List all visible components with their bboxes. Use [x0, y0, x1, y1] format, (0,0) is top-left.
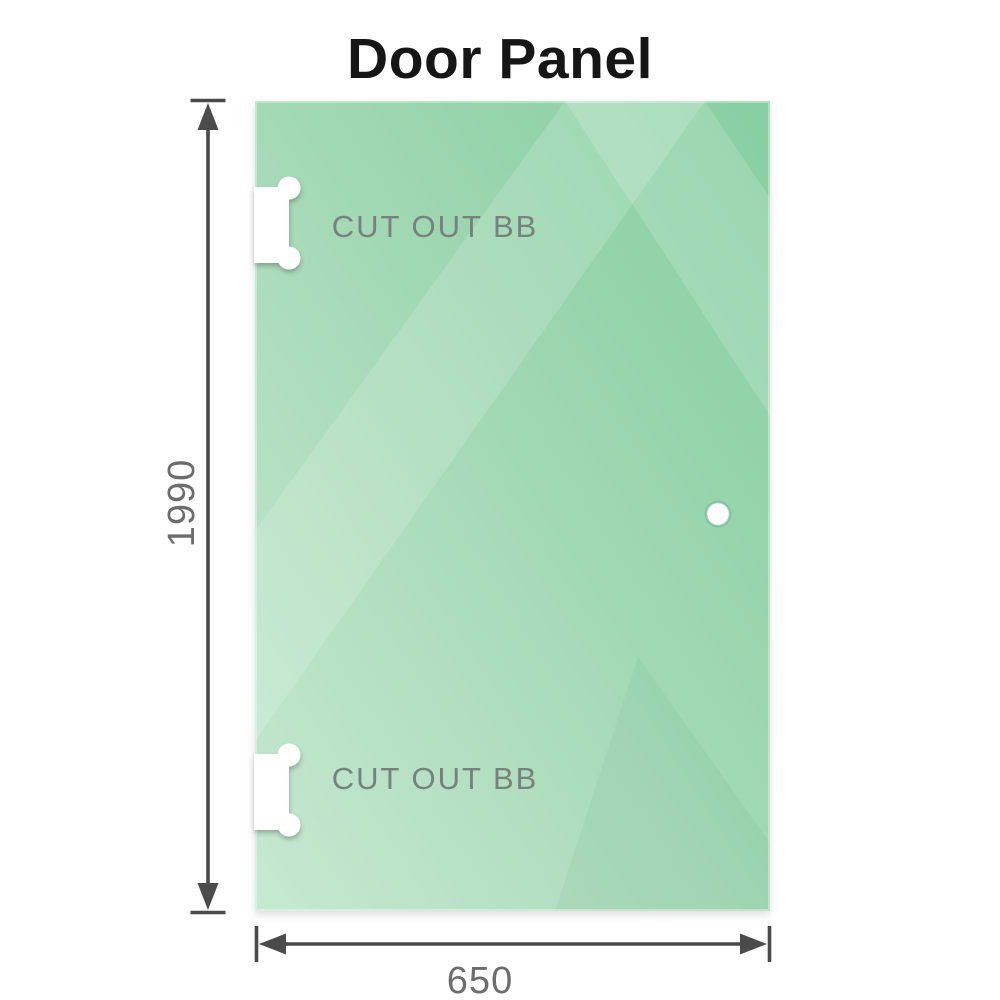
top-hinge-cutout: [254, 176, 301, 270]
glass-reflection-right: [565, 101, 770, 416]
bottom-cutout-label: CUT OUT BB: [332, 761, 539, 796]
bottom-hinge-cutout: [254, 743, 301, 837]
top-cutout-label: CUT OUT BB: [332, 209, 539, 244]
height-dimension-label: 1990: [161, 459, 203, 548]
arrow-down-icon: [197, 883, 219, 910]
handle-hole: [704, 500, 732, 528]
glass-shade-corner: [555, 657, 770, 911]
glass-reflection-left: [255, 101, 705, 741]
page-title: Door Panel: [347, 27, 653, 91]
arrow-left-icon: [259, 933, 286, 955]
glass-edge-highlight: [255, 101, 770, 911]
arrow-right-icon: [740, 933, 767, 955]
width-dimension-label: 650: [447, 960, 513, 1000]
height-dimension: 1990: [161, 98, 226, 915]
width-dimension: 650: [254, 926, 772, 1000]
arrow-up-icon: [197, 103, 219, 130]
glass-panel: [254, 101, 770, 911]
glass-surface: [255, 101, 770, 911]
